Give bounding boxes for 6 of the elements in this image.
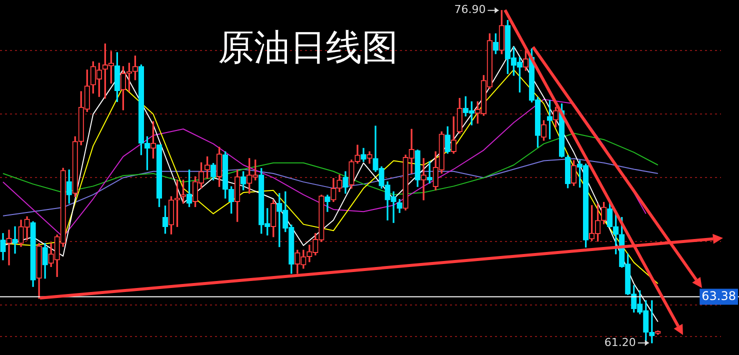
ref-line-label: 63.38 [702,288,736,303]
candlestick [12,226,18,254]
candlestick [6,230,12,266]
text: 原油日线图 [218,27,398,68]
annotation: 76.90 [454,3,486,16]
annotation: 61.20 [604,336,636,349]
